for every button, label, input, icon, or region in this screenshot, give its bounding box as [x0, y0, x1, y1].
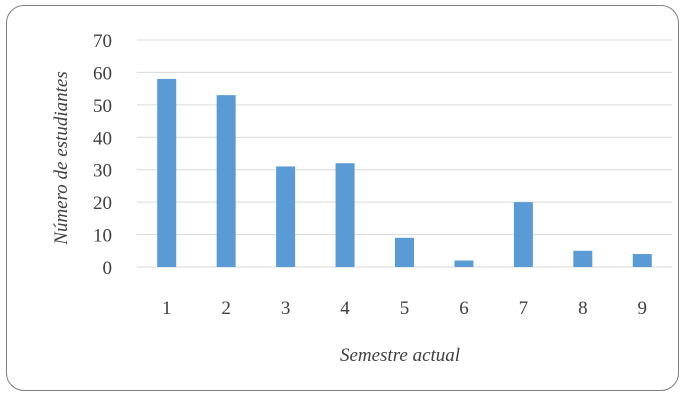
y-tick-label: 60	[93, 63, 112, 84]
bar-semestre-2	[216, 95, 236, 267]
x-tick-label: 6	[459, 298, 469, 319]
x-tick-label: 4	[340, 298, 350, 319]
bar-semestre-1	[157, 78, 177, 268]
x-tick-label: 8	[578, 298, 588, 319]
y-tick-label: 70	[93, 31, 112, 52]
y-tick-label: 50	[93, 96, 112, 117]
y-tick-label: 30	[93, 161, 112, 182]
bar-semestre-5	[395, 237, 414, 267]
y-tick-label: 40	[93, 128, 112, 149]
bar-semestre-8	[573, 250, 593, 267]
y-axis-title: Número de estudiantes	[51, 71, 72, 245]
x-tick-label: 5	[400, 298, 410, 319]
y-tick-label: 0	[103, 258, 113, 279]
bar-semestre-6	[454, 260, 474, 267]
x-tick-label: 9	[638, 298, 648, 319]
x-tick-label: 7	[519, 298, 529, 319]
x-axis-title: Semestre actual	[340, 345, 460, 366]
bar-semestre-7	[513, 202, 533, 267]
bar-semestre-9	[632, 254, 652, 267]
y-tick-label: 10	[93, 226, 112, 247]
x-tick-label: 3	[281, 298, 291, 319]
y-tick-label: 20	[93, 193, 112, 214]
y-tick-labels: 0 10 20 30 40 50 60 70	[93, 31, 112, 279]
bar-semestre-4	[335, 163, 355, 267]
bar-semestre-3	[276, 166, 296, 267]
x-tick-label: 2	[221, 298, 231, 319]
x-tick-labels: 1 2 3 4 5 6 7 8 9	[162, 298, 647, 319]
x-tick-label: 1	[162, 298, 172, 319]
bars	[157, 78, 652, 268]
